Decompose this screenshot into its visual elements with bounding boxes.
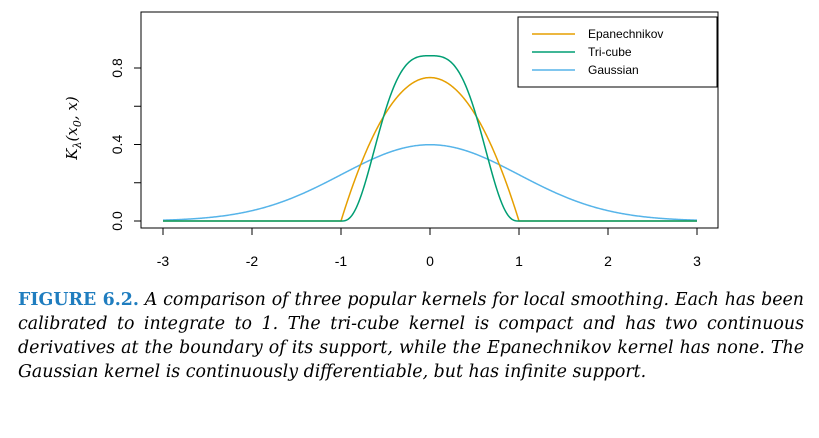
- series-line-tri-cube: [163, 54, 697, 222]
- y-tick-label: 0.0: [109, 211, 125, 231]
- x-tick-label: 2: [604, 253, 612, 269]
- kernel-chart: -3 -2 -1 0 1 2 3 0.0 0.4 0.8 Kλ(x0, x) Epanechni…: [63, 11, 719, 269]
- x-axis: -3 -2 -1 0 1 2 3: [157, 228, 701, 269]
- x-tick-label: 1: [515, 253, 523, 269]
- y-tick-label: 0.4: [109, 135, 125, 155]
- x-tick-label: -1: [335, 253, 348, 269]
- legend-label: Tri-cube: [588, 45, 632, 59]
- caption-label: FIGURE 6.2.: [18, 290, 139, 310]
- series-line-epanechnikov: [163, 76, 697, 222]
- x-tick-label: -3: [157, 253, 170, 269]
- y-axis: 0.0 0.4 0.8: [109, 58, 141, 231]
- series-lines: [162, 54, 698, 222]
- y-axis-label: Kλ(x0, x): [63, 96, 84, 161]
- x-tick-label: 3: [693, 253, 701, 269]
- legend: Epanechnikov Tri-cube Gaussian: [517, 16, 718, 88]
- y-tick-label: 0.8: [109, 58, 125, 78]
- caption-text: A comparison of three popular kernels fo…: [18, 290, 804, 382]
- legend-label: Gaussian: [588, 63, 639, 77]
- x-tick-label: 0: [426, 253, 434, 269]
- legend-label: Epanechnikov: [588, 27, 663, 41]
- series-line-gaussian: [162, 143, 698, 221]
- x-tick-label: -2: [246, 253, 259, 269]
- figure-caption: FIGURE 6.2. A comparison of three popula…: [18, 288, 804, 384]
